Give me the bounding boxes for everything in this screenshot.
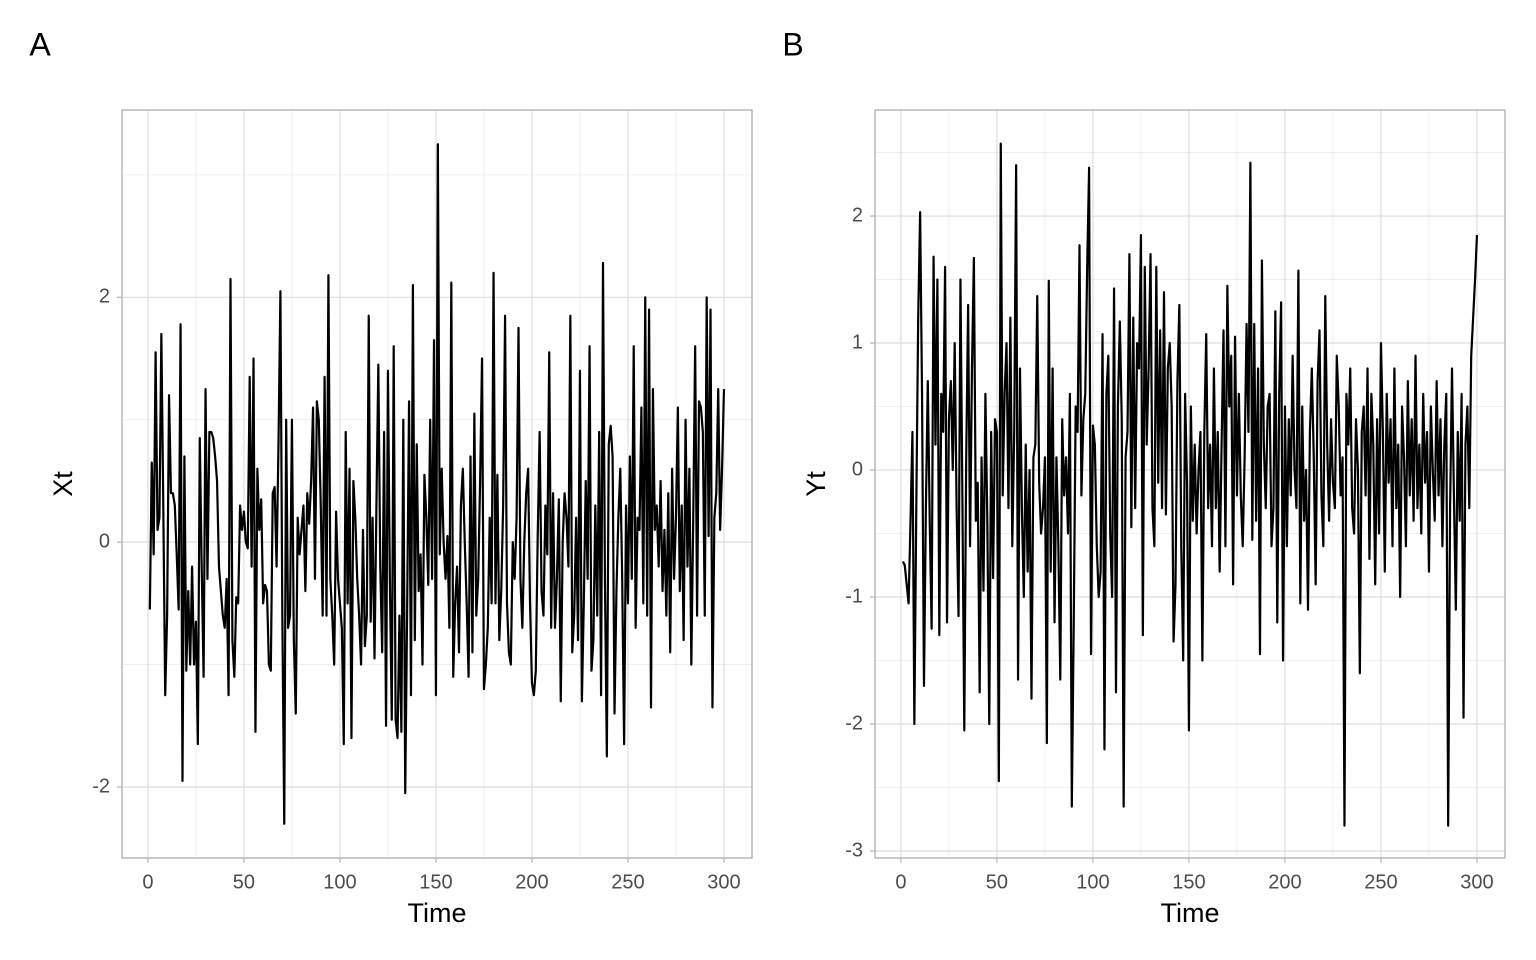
x-tick-label: 0 xyxy=(142,871,153,893)
y-tick-label: -1 xyxy=(845,585,863,607)
x-tick-label: 250 xyxy=(1364,871,1397,893)
y-tick-label: -2 xyxy=(845,712,863,734)
series-line xyxy=(148,143,726,825)
x-axis-title: Time xyxy=(408,898,467,928)
y-tick-label: 1 xyxy=(852,331,863,353)
series-line xyxy=(901,142,1479,827)
panel-title: A xyxy=(29,26,51,62)
y-tick-label: -2 xyxy=(92,775,110,797)
y-tick-label: -3 xyxy=(845,839,863,861)
x-tick-label: 300 xyxy=(1460,871,1493,893)
y-axis-title: Yt xyxy=(801,471,831,497)
panel-title: B xyxy=(782,26,803,62)
y-tick-label: 0 xyxy=(852,458,863,480)
x-tick-label: 100 xyxy=(1076,871,1109,893)
x-tick-label: 300 xyxy=(707,871,740,893)
x-axis-title: Time xyxy=(1161,898,1220,928)
x-tick-label: 150 xyxy=(1172,871,1205,893)
x-tick-label: 100 xyxy=(323,871,356,893)
x-tick-label: 50 xyxy=(986,871,1008,893)
panel-border xyxy=(121,109,753,859)
x-tick-label: 50 xyxy=(233,871,255,893)
panel-border xyxy=(874,109,1506,859)
x-tick-label: 150 xyxy=(419,871,452,893)
x-tick-label: 200 xyxy=(515,871,548,893)
y-tick-label: 2 xyxy=(852,204,863,226)
x-tick-label: 250 xyxy=(611,871,644,893)
y-tick-label: 0 xyxy=(99,530,110,552)
x-tick-label: 200 xyxy=(1268,871,1301,893)
y-tick-label: 2 xyxy=(99,286,110,308)
y-axis-title: Xt xyxy=(48,471,78,497)
x-tick-label: 0 xyxy=(895,871,906,893)
